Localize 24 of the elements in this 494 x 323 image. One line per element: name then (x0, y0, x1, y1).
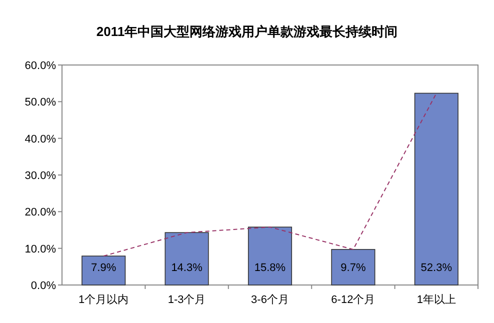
line-series (103, 92, 437, 257)
data-label: 9.7% (340, 262, 366, 274)
x-tick-label: 3-6个月 (251, 294, 289, 306)
data-label: 52.3% (420, 262, 452, 274)
data-label: 7.9% (91, 262, 116, 274)
chart-title: 2011年中国大型网络游戏用户单款游戏最长持续时间 (96, 24, 398, 39)
bar (164, 232, 209, 286)
bar (248, 226, 292, 286)
x-tick-label: 1-3个月 (168, 294, 206, 306)
y-tick-label: 50.0% (24, 96, 56, 109)
y-tick-label: 60.0% (24, 60, 56, 72)
y-tick-label: 0.0% (30, 280, 56, 292)
x-tick-label: 1个月以内 (78, 293, 129, 306)
x-tick-label: 6-12个月 (331, 294, 376, 306)
x-tick-label: 1年以上 (416, 293, 456, 306)
y-tick-label: 10.0% (24, 243, 56, 256)
data-label: 14.3% (171, 262, 203, 274)
data-label: 15.8% (254, 262, 286, 274)
bar (331, 249, 376, 286)
bar (82, 256, 126, 286)
y-tick-label: 20.0% (24, 206, 56, 219)
bar (414, 92, 458, 286)
y-tick-label: 30.0% (24, 170, 56, 182)
y-tick-label: 40.0% (24, 133, 56, 146)
